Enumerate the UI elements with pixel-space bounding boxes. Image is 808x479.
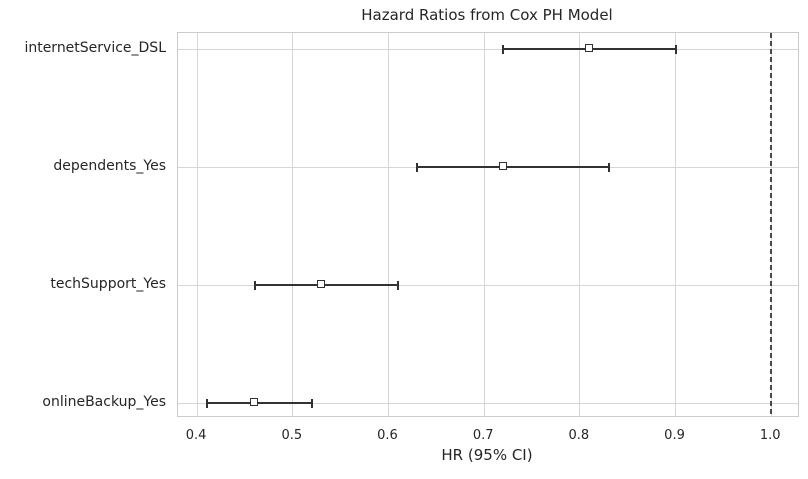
x-tick-label: 0.7 [472,428,494,443]
gridline-x [387,33,389,416]
y-tick-label: internetService_DSL [24,40,166,56]
ci-cap-low [416,162,419,172]
ci-cap-high [397,280,400,290]
x-tick-label: 0.5 [281,428,303,443]
gridline-x [675,33,677,416]
ci-cap-low [502,44,505,54]
gridline-x [483,33,485,416]
hr-marker [498,162,507,171]
x-tick-label: 0.8 [568,428,590,443]
x-tick-label: 1.0 [759,428,781,443]
y-tick-label: techSupport_Yes [50,276,166,292]
ci-cap-low [253,280,256,290]
ci-cap-high [674,44,677,54]
chart-title: Hazard Ratios from Cox PH Model [361,6,613,24]
ci-cap-high [310,398,313,408]
y-tick-label: dependents_Yes [53,158,166,174]
hr-marker [316,280,325,289]
reference-line [770,33,773,416]
hr-marker [249,398,258,407]
x-axis-label: HR (95% CI) [441,446,533,464]
x-tick-label: 0.4 [185,428,207,443]
y-tick-label: onlineBackup_Yes [42,394,166,410]
ci-line [417,166,609,168]
gridline-x [579,33,581,416]
ci-cap-low [205,398,208,408]
hr-marker [584,44,593,53]
ci-line [206,402,312,404]
gridline-x [292,33,294,416]
gridline-y [178,48,798,50]
gridline-y [178,284,798,286]
x-tick-label: 0.6 [377,428,398,443]
gridline-y [178,402,798,404]
ci-cap-high [607,162,610,172]
x-tick-label: 0.9 [664,428,685,443]
gridline-x [196,33,198,416]
plot-area [177,32,799,417]
ci-line [254,284,399,286]
